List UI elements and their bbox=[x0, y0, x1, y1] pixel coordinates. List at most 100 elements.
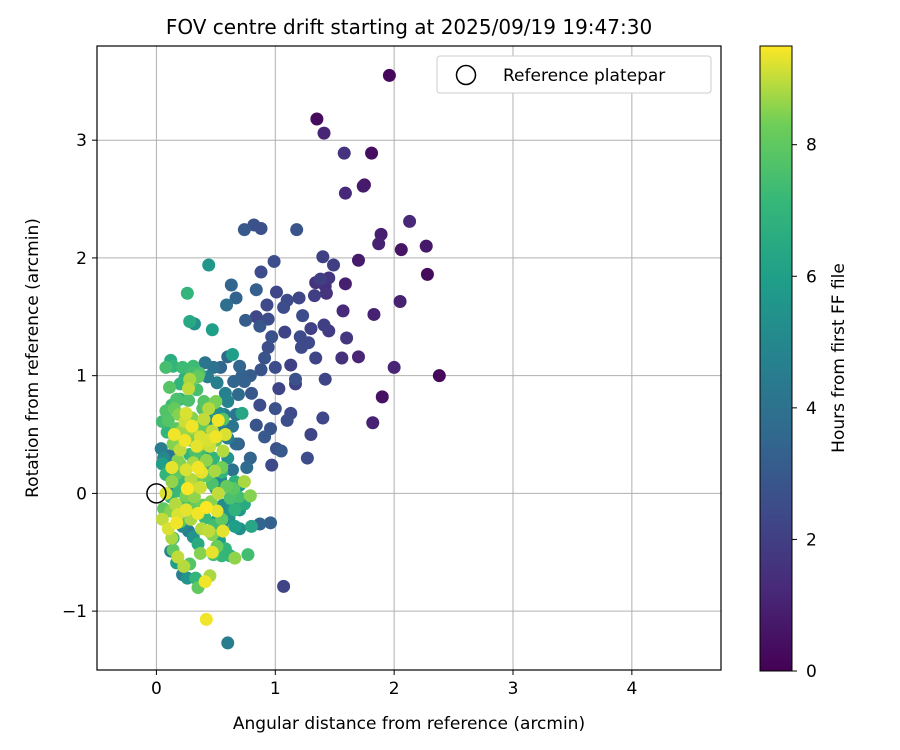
data-point bbox=[225, 347, 239, 361]
data-point bbox=[304, 322, 318, 336]
data-point bbox=[159, 360, 173, 374]
data-point bbox=[227, 375, 241, 389]
data-point bbox=[228, 519, 242, 533]
y-tick-label: 3 bbox=[76, 131, 87, 151]
data-point bbox=[182, 393, 196, 407]
colorbar-tick-label: 4 bbox=[806, 399, 817, 419]
data-point bbox=[202, 402, 216, 416]
data-point bbox=[209, 430, 223, 444]
plot-frame bbox=[96, 45, 722, 671]
data-point bbox=[336, 304, 350, 318]
data-point bbox=[317, 126, 331, 140]
data-point bbox=[338, 186, 352, 200]
data-point bbox=[288, 372, 302, 386]
data-point bbox=[220, 298, 234, 312]
data-point bbox=[240, 460, 254, 474]
colorbar-tick-label: 8 bbox=[806, 136, 817, 156]
data-point bbox=[351, 350, 365, 364]
data-point bbox=[183, 372, 197, 386]
data-point bbox=[180, 286, 194, 300]
data-point bbox=[366, 416, 380, 430]
data-point bbox=[197, 412, 211, 426]
data-point bbox=[260, 298, 274, 312]
data-point bbox=[432, 369, 446, 383]
data-point bbox=[237, 223, 251, 237]
data-point bbox=[253, 319, 267, 333]
data-point bbox=[316, 250, 330, 264]
data-point bbox=[176, 360, 190, 374]
data-point bbox=[205, 323, 219, 337]
data-point bbox=[168, 497, 182, 511]
data-point bbox=[265, 458, 279, 472]
x-tick-label: 0 bbox=[151, 679, 162, 699]
data-point bbox=[179, 406, 193, 420]
data-point bbox=[185, 419, 199, 433]
data-point bbox=[265, 330, 279, 344]
data-point bbox=[372, 237, 386, 251]
data-point bbox=[267, 254, 281, 268]
data-point bbox=[294, 340, 308, 354]
data-point bbox=[229, 291, 243, 305]
y-tick-label: 1 bbox=[76, 367, 87, 387]
data-point bbox=[221, 636, 235, 650]
data-point bbox=[356, 179, 370, 193]
data-point bbox=[272, 382, 286, 396]
data-point bbox=[165, 460, 179, 474]
data-point bbox=[387, 360, 401, 374]
data-point bbox=[179, 463, 193, 477]
x-axis-ticks: 0 1 2 3 4 bbox=[151, 670, 637, 699]
data-point bbox=[178, 433, 192, 447]
legend-reference-marker bbox=[455, 64, 477, 86]
data-point bbox=[202, 258, 216, 272]
data-point bbox=[253, 398, 267, 412]
data-point bbox=[183, 315, 197, 329]
data-point bbox=[190, 439, 204, 453]
data-point bbox=[338, 277, 352, 291]
data-point bbox=[277, 579, 291, 593]
data-point bbox=[274, 444, 288, 458]
data-point bbox=[375, 390, 389, 404]
data-point bbox=[264, 516, 278, 530]
x-tick-label: 4 bbox=[626, 679, 637, 699]
legend: Reference platepar bbox=[436, 55, 712, 94]
data-point bbox=[199, 612, 213, 626]
data-point bbox=[193, 546, 207, 560]
data-point bbox=[241, 548, 255, 562]
data-point bbox=[284, 358, 298, 372]
data-point bbox=[316, 411, 330, 425]
data-point bbox=[318, 372, 332, 386]
data-point bbox=[177, 559, 191, 573]
data-point bbox=[205, 545, 219, 559]
data-point bbox=[233, 359, 247, 373]
data-point bbox=[224, 278, 238, 292]
x-tick-label: 1 bbox=[270, 679, 281, 699]
data-point bbox=[393, 294, 407, 308]
data-point bbox=[243, 489, 257, 503]
reference-platepar-marker bbox=[146, 483, 167, 504]
x-tick-label: 2 bbox=[389, 679, 400, 699]
data-point bbox=[198, 356, 212, 370]
data-point bbox=[351, 253, 365, 267]
y-tick-label: 2 bbox=[76, 249, 87, 269]
data-point bbox=[216, 524, 230, 538]
y-tick-label: −1 bbox=[62, 602, 87, 622]
data-point bbox=[228, 551, 242, 565]
data-point bbox=[254, 265, 268, 279]
data-point bbox=[180, 482, 194, 496]
data-point bbox=[254, 363, 268, 377]
data-point bbox=[170, 516, 184, 530]
data-point bbox=[231, 387, 245, 401]
data-point bbox=[210, 504, 224, 518]
data-point bbox=[367, 307, 381, 321]
data-point bbox=[309, 351, 323, 365]
data-point bbox=[317, 318, 331, 332]
data-point bbox=[211, 486, 225, 500]
data-point bbox=[327, 258, 341, 272]
y-axis-ticks: −1 0 1 2 3 bbox=[62, 131, 97, 622]
data-point bbox=[290, 223, 304, 237]
x-axis-label: Angular distance from reference (arcmin) bbox=[233, 714, 585, 734]
data-point bbox=[249, 283, 263, 297]
data-point bbox=[292, 291, 306, 305]
data-point bbox=[403, 214, 417, 228]
data-point bbox=[313, 272, 327, 286]
